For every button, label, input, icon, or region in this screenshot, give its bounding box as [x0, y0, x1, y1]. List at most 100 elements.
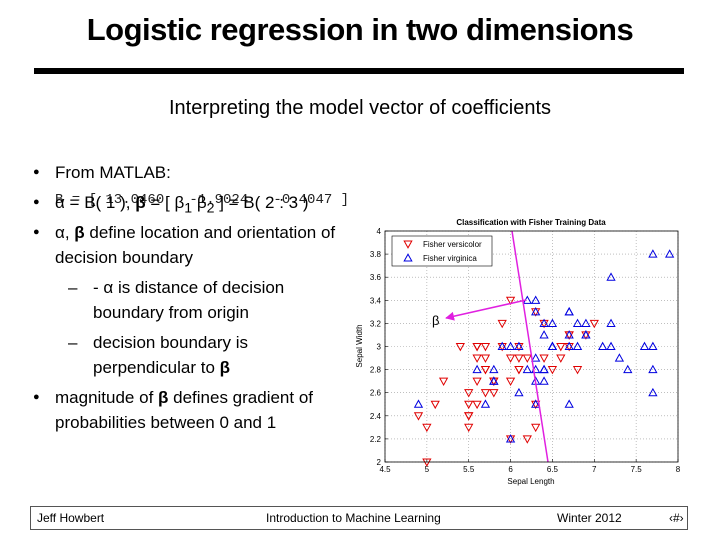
point — [514, 354, 524, 363]
point — [564, 399, 574, 408]
text: α — [55, 193, 65, 212]
footer-course: Introduction to Machine Learning — [266, 511, 441, 525]
text: magnitude of — [55, 388, 159, 407]
x-tick-label: 6.5 — [547, 465, 559, 474]
footer: Jeff Howbert Introduction to Machine Lea… — [30, 506, 688, 530]
legend-label: Fisher virginica — [423, 254, 477, 263]
y-tick-label: 2.2 — [370, 435, 382, 444]
sub-bullet: - α is distance of decision boundary fro… — [68, 275, 333, 325]
text: α — [55, 223, 65, 242]
point — [614, 353, 625, 362]
legend-marker — [403, 240, 413, 249]
point — [547, 366, 558, 375]
point — [480, 366, 491, 375]
plot-frame — [384, 230, 679, 463]
point — [497, 319, 507, 329]
point — [464, 412, 474, 421]
title-rule — [34, 68, 684, 74]
x-tick-label: 7 — [592, 465, 597, 474]
point — [556, 354, 566, 363]
point — [648, 364, 658, 374]
point — [464, 423, 474, 433]
point — [505, 296, 516, 306]
point — [581, 318, 591, 327]
point — [422, 423, 432, 433]
x-tick-label: 5.5 — [463, 465, 475, 474]
y-tick-label: 2.6 — [370, 389, 382, 398]
point — [539, 354, 549, 363]
point — [606, 318, 616, 327]
text: β — [74, 223, 85, 242]
text: - — [93, 278, 104, 297]
footer-page: ‹#› — [669, 511, 684, 525]
text: , — [64, 223, 75, 242]
point — [472, 342, 482, 352]
legend-marker — [403, 253, 413, 262]
point — [564, 307, 574, 316]
point — [648, 249, 658, 258]
y-tick-label: 3.4 — [370, 296, 382, 305]
point — [648, 387, 658, 397]
point — [505, 434, 516, 443]
point — [572, 366, 583, 375]
point — [472, 354, 482, 363]
point — [547, 341, 558, 351]
slide-subtitle: Interpreting the model vector of coeffic… — [168, 97, 552, 119]
point — [598, 341, 608, 351]
text: β — [219, 358, 231, 377]
text: ] = B( 2 : 3 ) — [214, 193, 309, 212]
point — [531, 353, 541, 362]
sub-bullet: decision boundary is perpendicular to β — [68, 330, 333, 380]
point — [480, 389, 491, 398]
point — [606, 341, 616, 351]
x-tick-label: 8 — [676, 465, 681, 474]
text: = B( 1 ), — [64, 193, 136, 212]
text: 2 — [206, 200, 215, 217]
point — [480, 354, 491, 363]
point — [489, 364, 499, 374]
point — [522, 354, 532, 363]
y-tick-label: 3.8 — [370, 250, 382, 259]
point — [539, 376, 549, 385]
point — [564, 330, 574, 339]
point — [472, 364, 482, 374]
text: defines gradient of probabilities betwee… — [55, 388, 314, 432]
point — [572, 318, 583, 327]
beta-arrow — [445, 299, 527, 321]
point — [547, 318, 558, 327]
slide-title: Logistic regression in two dimensions — [86, 12, 634, 47]
bullet: α = B( 1 ), β = [ β1 β2 ] = B( 2 : 3 ) — [33, 190, 355, 221]
point — [531, 399, 541, 408]
point — [505, 377, 516, 386]
text: β — [158, 388, 169, 407]
point — [556, 342, 566, 352]
y-tick-label: 2 — [377, 458, 382, 467]
x-tick-label: 6 — [508, 465, 513, 474]
text: β — [174, 193, 185, 212]
point — [606, 272, 616, 281]
x-tick-label: 7.5 — [631, 465, 643, 474]
point — [522, 364, 532, 374]
point — [464, 400, 474, 410]
decision-boundary — [511, 230, 549, 463]
bullet: magnitude of β defines gradient of proba… — [33, 385, 355, 435]
footer-author: Jeff Howbert — [37, 511, 105, 525]
point — [589, 319, 599, 329]
text: is distance of decision boundary from or… — [93, 278, 285, 322]
point — [531, 307, 541, 316]
y-tick-label: 3.6 — [370, 273, 382, 282]
point — [539, 330, 549, 339]
point — [497, 341, 507, 351]
point — [522, 435, 532, 444]
chart-title: Classification with Fisher Training Data — [456, 218, 606, 227]
point — [664, 249, 675, 258]
legend-label: Fisher versicolor — [423, 240, 482, 249]
point — [472, 400, 482, 410]
point — [531, 295, 541, 304]
x-axis-label: Sepal Length — [507, 477, 554, 486]
point — [505, 341, 516, 351]
point — [514, 387, 524, 397]
x-tick-label: 5 — [425, 465, 430, 474]
point — [505, 354, 516, 363]
